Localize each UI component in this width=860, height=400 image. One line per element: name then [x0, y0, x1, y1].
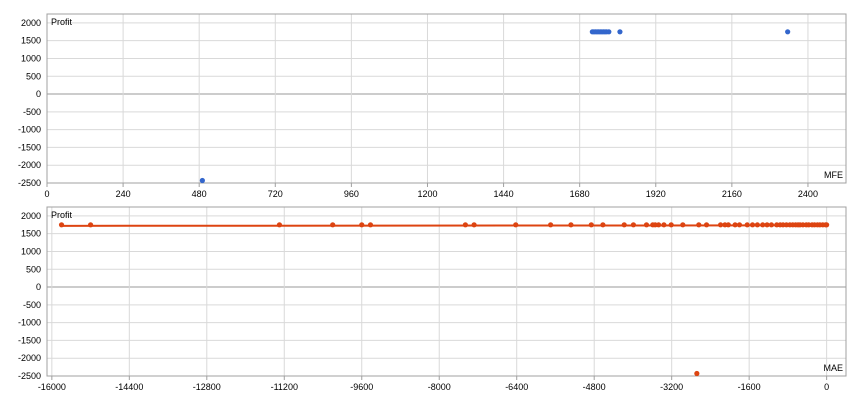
mfe-x-tick-label: 1440 [494, 189, 514, 199]
mfe-frame [46, 13, 847, 184]
mae-x-tick-label: -4800 [583, 382, 606, 392]
mae-x-axis-label: MAE [823, 363, 843, 373]
mae-data-point [668, 222, 674, 228]
mfe-data-point [617, 29, 623, 35]
mae-data-point [588, 222, 594, 228]
mfe-y-tick-label: 500 [26, 71, 41, 81]
mae-x-tick-label: -16000 [38, 382, 66, 392]
mae-data-point [330, 222, 336, 228]
mae-x-tick-label: -3200 [660, 382, 683, 392]
mae-data-point [694, 370, 700, 377]
mfe-x-tick-label: 720 [268, 189, 283, 199]
mfe-y-tick-label: 1000 [21, 53, 41, 63]
mfe-y-tick-label: 0 [36, 89, 41, 99]
mfe-x-tick-label: 1200 [417, 189, 437, 199]
mae-y-tick-label: 0 [36, 282, 41, 292]
mfe-data-point [785, 29, 791, 35]
mae-data-point [513, 222, 519, 228]
mae-data-point [824, 222, 830, 228]
mae-x-tick-label: -12800 [193, 382, 221, 392]
mfe-y-axis-label: Profit [51, 17, 73, 27]
mfe-x-tick-label: 2400 [798, 189, 818, 199]
mae-data-point [359, 222, 365, 228]
mae-y-tick-label: -2500 [18, 371, 41, 381]
mfe-y-tick-label: -2500 [18, 178, 41, 188]
mfe-x-tick-label: 480 [192, 189, 207, 199]
mae-x-tick-label: -14400 [115, 382, 143, 392]
mae-trendline [61, 224, 827, 227]
mae-x-tick-label: -1600 [738, 382, 761, 392]
mae-x-tick-label: -9600 [350, 382, 373, 392]
mfe-x-tick-label: 1920 [646, 189, 666, 199]
mae-data-point [717, 222, 724, 228]
mfe-y-tick-label: -1500 [18, 142, 41, 152]
mae-data-point [703, 222, 710, 228]
mae-data-point [754, 222, 760, 228]
mae-data-point [725, 222, 731, 228]
mae-data-point [680, 222, 686, 228]
mfe-y-tick-label: -500 [23, 107, 41, 117]
mfe-y-tick-label: -1000 [18, 125, 41, 135]
mfe-data-point [606, 29, 612, 35]
mae-y-tick-label: -1500 [18, 335, 41, 345]
mfe-x-tick-label: 960 [344, 189, 359, 199]
mae-x-tick-label: -8000 [428, 382, 451, 392]
mae-data-point [764, 222, 770, 228]
mae-data-point [696, 222, 702, 228]
mae-data-point [600, 222, 606, 228]
mae-x-tick-label: -11200 [271, 382, 298, 392]
mfe-y-tick-label: 1500 [21, 36, 41, 46]
mfe-data-point [199, 177, 205, 184]
mae-data-point [87, 222, 94, 228]
mae-data-point [621, 222, 627, 228]
mae-data-point [462, 222, 468, 228]
mae-y-tick-label: -1000 [18, 318, 41, 328]
mae-y-tick-label: 500 [26, 264, 41, 274]
mae-data-point [367, 222, 374, 228]
mae-frame [46, 206, 847, 377]
mae-y-tick-label: -2000 [18, 353, 41, 363]
mae-data-point [568, 222, 574, 228]
mae-data-point [736, 222, 743, 228]
mae-plot-area [47, 207, 846, 376]
mfe-x-tick-label: 1680 [570, 189, 590, 199]
mae-data-point [643, 222, 650, 228]
mae-data-point [548, 222, 554, 228]
mae-data-point [661, 222, 667, 228]
mae-data-point [655, 222, 662, 228]
mae-x-tick-label: -6400 [505, 382, 528, 392]
mae-data-point [732, 222, 738, 228]
mae-data-point [276, 222, 283, 228]
mfe-scatter-chart: -2500 -2000 -1500 -1000 -500 0 500 1000 1500 2000… [18, 13, 847, 199]
mae-data-point [760, 222, 766, 228]
mae-x-tick-label: 0 [824, 382, 829, 392]
mfe-x-axis-label: MFE [824, 170, 843, 180]
mae-data-point [749, 222, 756, 228]
mae-y-tick-label: 1000 [21, 246, 41, 256]
mae-y-tick-label: -500 [23, 300, 41, 310]
mfe-y-tick-label: 2000 [21, 18, 41, 28]
mae-y-tick-label: 1500 [21, 229, 41, 239]
mfe-y-tick-label: -2000 [18, 160, 41, 170]
mae-data-point [471, 222, 477, 228]
mae-y-axis-label: Profit [51, 210, 73, 220]
mae-data-point [744, 222, 750, 228]
mae-y-tick-label: 2000 [21, 211, 41, 221]
mae-data-point [630, 222, 637, 228]
mae-scatter-chart: -2500 -2000 -1500 -1000 -500 0 500 1000 1500 2000… [18, 206, 847, 392]
mfe-x-tick-label: 0 [44, 189, 49, 199]
mfe-plot-area [47, 14, 846, 183]
mfe-x-tick-label: 2160 [722, 189, 742, 199]
mae-data-point [58, 222, 65, 228]
mae-data-point [768, 222, 775, 228]
mfe-x-tick-label: 240 [116, 189, 131, 199]
